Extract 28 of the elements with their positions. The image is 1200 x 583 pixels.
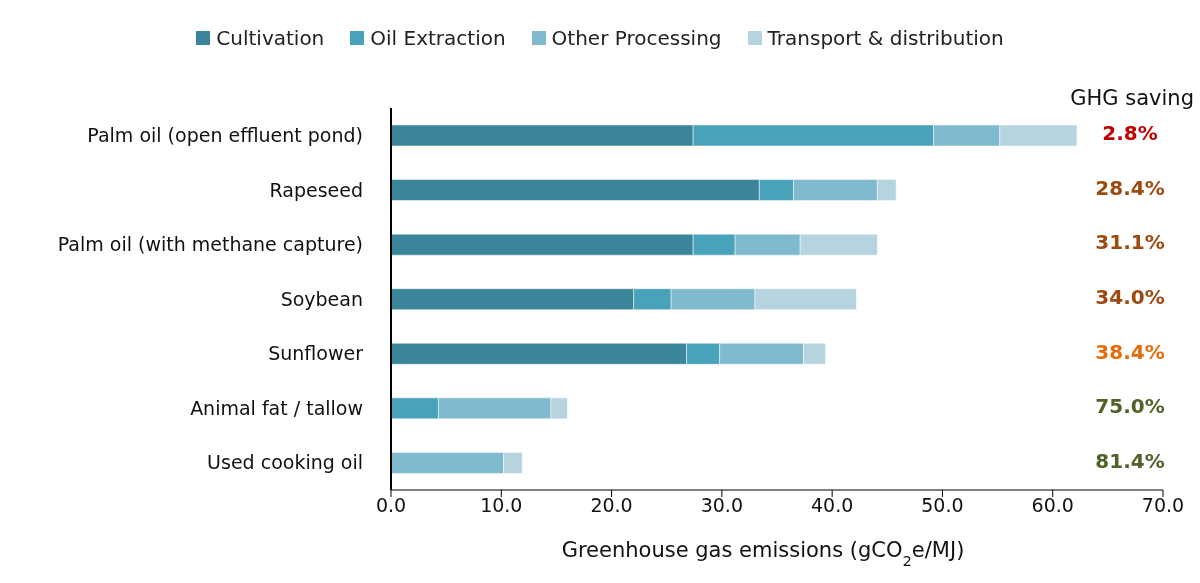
y-tick-label: Palm oil (open effluent pond) <box>87 124 363 147</box>
annotation: 31.1% <box>1094 230 1166 255</box>
y-tick-label: Sunflower <box>268 342 364 365</box>
y-tick-label: Animal fat / tallow <box>190 396 363 419</box>
legend-label: Oil Extraction <box>370 26 506 50</box>
legend-label: Cultivation <box>216 26 325 50</box>
x-tick-label: 50.0 <box>921 494 964 517</box>
annotation: 81.4% <box>1094 448 1166 473</box>
annotation: 38.4% <box>1094 339 1166 364</box>
annotation: 34.0% <box>1094 285 1166 309</box>
x-tick-label: 40.0 <box>810 494 854 517</box>
annotation: 75.0% <box>1094 394 1166 419</box>
x-tick-label: 30.0 <box>700 494 744 517</box>
annotation: 2.8% <box>1101 121 1159 146</box>
x-tick-label: 60.0 <box>1031 494 1074 517</box>
x-tick-label: 10.0 <box>480 494 523 517</box>
annotation: 28.4% <box>1094 175 1166 200</box>
x-axis-title: Greenhouse gas emissions (gCO$_{2}$e/MJ) <box>561 538 965 569</box>
legend-label: Transport & distribution <box>767 26 1004 50</box>
y-tick-label: Rapeseed <box>269 178 363 201</box>
x-tick-label: 70.0 <box>1141 494 1185 517</box>
legend-label: Other Processing <box>551 26 722 50</box>
y-tick-label: Soybean <box>280 287 363 310</box>
y-tick-label: Palm oil (with methane capture) <box>57 233 363 256</box>
annotation: GHG saving <box>1070 86 1194 110</box>
x-tick-label: 20.0 <box>590 494 633 517</box>
y-tick-label: Used cooking oil <box>207 451 363 474</box>
x-tick-label: 0.0 <box>375 494 407 517</box>
